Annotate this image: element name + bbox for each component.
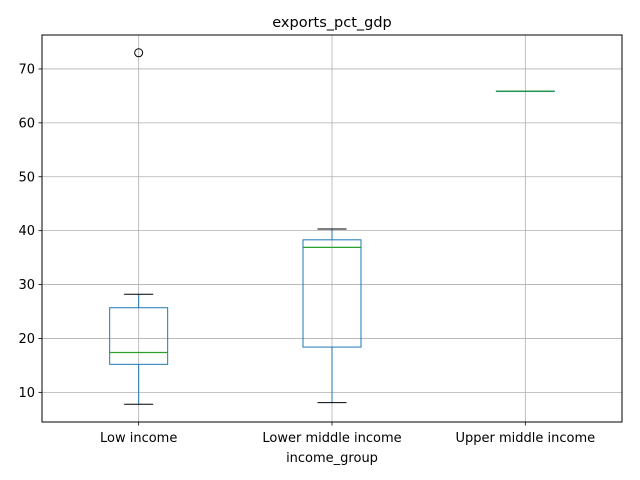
y-tick-label: 10 — [18, 386, 35, 401]
y-axis: 10 20 30 40 50 60 70 — [18, 62, 42, 401]
x-tick-label: Low income — [100, 431, 177, 446]
x-axis: Low income Lower middle income Upper middl… — [100, 422, 595, 446]
chart-title: exports_pct_gdp — [272, 15, 392, 31]
box-group — [302, 228, 362, 404]
y-tick-label: 40 — [18, 224, 35, 239]
outlier-point — [134, 48, 144, 58]
box-group — [109, 48, 169, 405]
box-group — [495, 90, 555, 93]
y-tick-label: 30 — [18, 278, 35, 293]
grid — [42, 35, 622, 422]
x-axis-label: income_group — [286, 451, 378, 466]
boxes — [109, 48, 555, 405]
x-tick-label: Lower middle income — [262, 431, 401, 446]
box-iqr — [109, 307, 169, 365]
x-tick-label: Upper middle income — [456, 431, 596, 446]
y-tick-label: 50 — [18, 170, 35, 185]
box-iqr — [302, 239, 362, 348]
y-tick-label: 70 — [18, 62, 35, 77]
y-tick-label: 20 — [18, 332, 35, 347]
y-tick-label: 60 — [18, 116, 35, 131]
